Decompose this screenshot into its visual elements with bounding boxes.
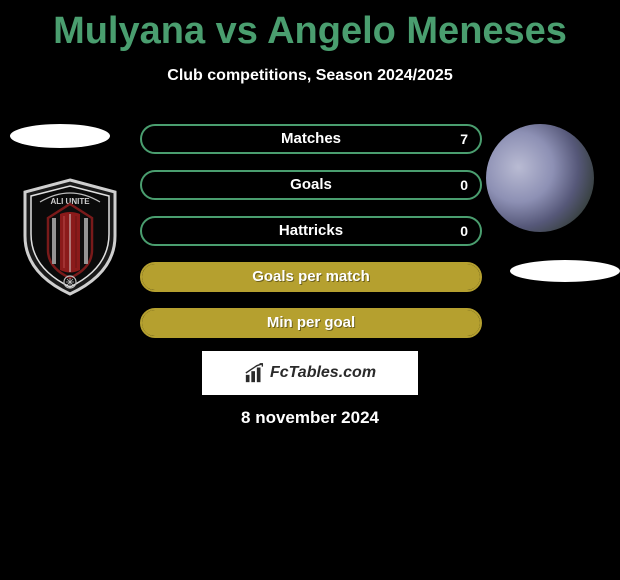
stat-label: Goals [142, 172, 480, 198]
stat-value: 0 [460, 218, 468, 244]
bar-chart-icon [244, 362, 266, 384]
left-player-avatar [10, 124, 110, 148]
stat-row-goals-per-match: Goals per match [140, 262, 482, 292]
page-title: Mulyana vs Angelo Meneses [0, 0, 620, 53]
stats-panel: Matches 7 Goals 0 Hattricks 0 Goals per … [140, 124, 482, 354]
attribution-badge: FcTables.com [202, 351, 418, 395]
stat-label: Matches [142, 126, 480, 152]
stat-row-matches: Matches 7 [140, 124, 482, 154]
stat-row-min-per-goal: Min per goal [140, 308, 482, 338]
stat-label: Goals per match [142, 264, 480, 290]
right-player-avatar [486, 124, 594, 232]
stat-label: Hattricks [142, 218, 480, 244]
left-team-crest: ALI UNITE [20, 178, 120, 296]
stat-label: Min per goal [142, 310, 480, 336]
stat-row-goals: Goals 0 [140, 170, 482, 200]
stat-row-hattricks: Hattricks 0 [140, 216, 482, 246]
stat-value: 0 [460, 172, 468, 198]
attribution-text: FcTables.com [270, 364, 376, 382]
stat-value: 7 [460, 126, 468, 152]
page-subtitle: Club competitions, Season 2024/2025 [0, 67, 620, 85]
date-label: 8 november 2024 [0, 408, 620, 428]
right-player-oval [510, 260, 620, 282]
